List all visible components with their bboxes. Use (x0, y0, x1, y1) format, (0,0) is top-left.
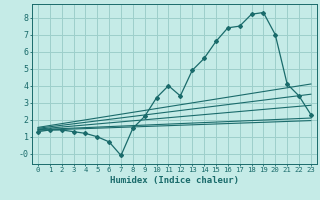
X-axis label: Humidex (Indice chaleur): Humidex (Indice chaleur) (110, 176, 239, 185)
